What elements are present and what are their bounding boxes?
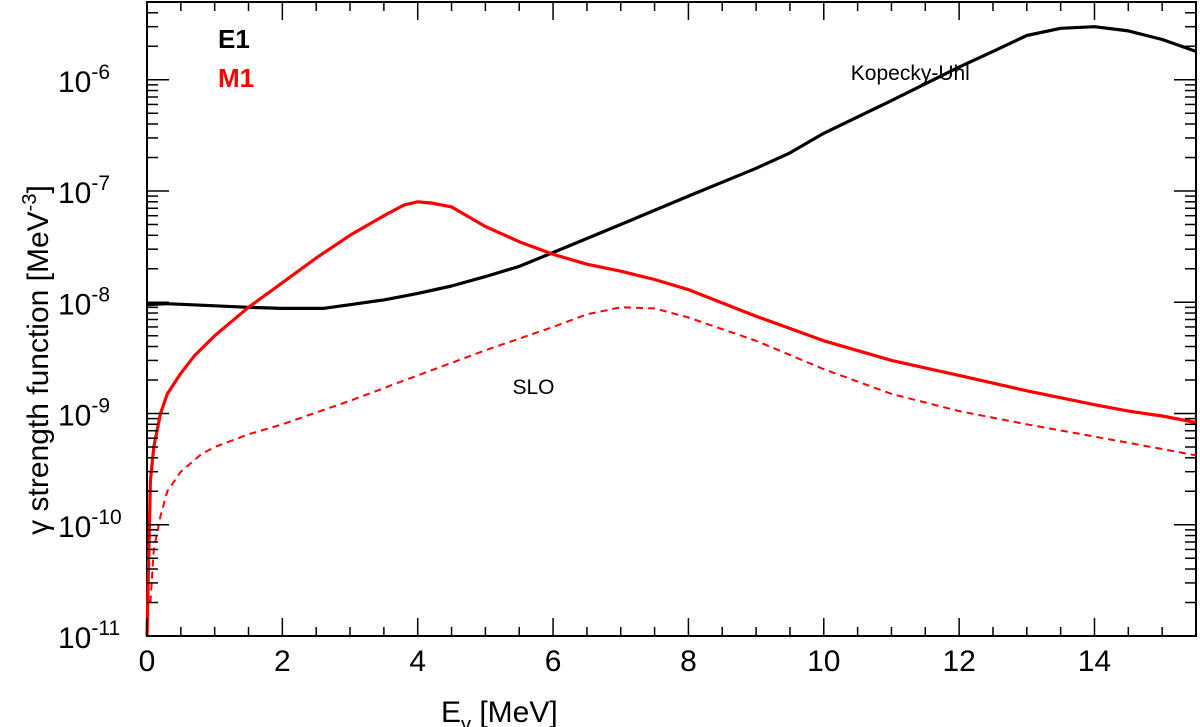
legend-m1: M1 bbox=[218, 63, 254, 93]
y-tick-label: 10-9 bbox=[58, 395, 110, 433]
x-tick-label: 12 bbox=[942, 645, 975, 678]
x-tick-label: 14 bbox=[1078, 645, 1111, 678]
x-tick-label: 6 bbox=[545, 645, 562, 678]
legend-e1: E1 bbox=[218, 24, 250, 54]
plot-area bbox=[146, 1, 1197, 637]
x-tick-label: 10 bbox=[807, 645, 840, 678]
series-layer bbox=[145, 25, 1197, 637]
y-tick-label: 10-11 bbox=[58, 617, 120, 655]
y-axis-title: γ strength function [MeV-3] bbox=[19, 185, 55, 535]
axis-ticks bbox=[146, 1, 1197, 637]
x-tick-label: 0 bbox=[139, 645, 156, 678]
annotation-kopecky-uhl: Kopecky-Uhl bbox=[851, 62, 970, 85]
x-axis-title: Eγ [MeV] bbox=[441, 696, 558, 727]
y-tick-label: 10-6 bbox=[58, 61, 110, 99]
series-line-2 bbox=[149, 306, 1197, 603]
series-line-1 bbox=[145, 200, 1197, 637]
x-tick-label: 8 bbox=[680, 645, 697, 678]
y-tick-label: 10-8 bbox=[58, 283, 110, 321]
x-tick-label: 4 bbox=[409, 645, 426, 678]
y-tick-label: 10-7 bbox=[58, 172, 110, 210]
series-line-0 bbox=[146, 25, 1197, 310]
annotation-slo: SLO bbox=[513, 376, 555, 399]
x-tick-label: 2 bbox=[274, 645, 291, 678]
y-tick-label: 10-10 bbox=[58, 506, 122, 544]
plot-frame bbox=[146, 1, 1197, 637]
tick-labels: 0 2 4 6 8 10 12 14 10-11 10-10 10-9 10-8 10-7 10-6 bbox=[58, 61, 1111, 678]
